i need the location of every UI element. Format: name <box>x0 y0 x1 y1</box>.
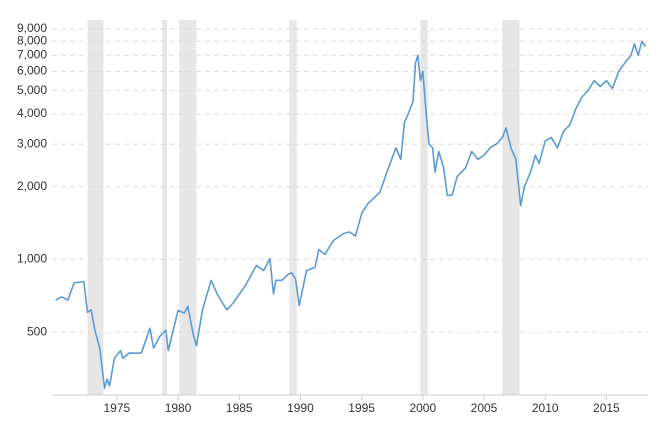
y-tick-label: 3,000 <box>17 136 47 150</box>
y-tick-label: 4,000 <box>17 106 47 120</box>
x-tick-label: 2015 <box>593 401 620 415</box>
y-tick-label: 5,000 <box>17 83 47 97</box>
x-tick-label: 1980 <box>165 401 192 415</box>
y-tick-label: 7,000 <box>17 47 47 61</box>
x-tick-label: 2010 <box>532 401 559 415</box>
y-tick-label: 8,000 <box>17 33 47 47</box>
recession-band <box>420 20 428 395</box>
x-tick-label: 1985 <box>226 401 253 415</box>
y-tick-label: 9,000 <box>17 21 47 35</box>
x-tick-label: 2000 <box>409 401 436 415</box>
recession-band <box>87 20 104 395</box>
y-tick-label: 1,000 <box>17 252 47 266</box>
y-tick-label: 500 <box>27 324 47 338</box>
x-tick-label: 1995 <box>348 401 375 415</box>
recession-band <box>179 20 197 395</box>
x-tick-label: 1975 <box>104 401 131 415</box>
series-line <box>55 40 647 390</box>
x-tick-label: 2005 <box>471 401 498 415</box>
recession-band <box>289 20 297 395</box>
y-tick-label: 2,000 <box>17 179 47 193</box>
recession-band <box>162 20 168 395</box>
y-tick-label: 6,000 <box>17 64 47 78</box>
x-tick-label: 1990 <box>287 401 314 415</box>
recession-band <box>502 20 520 395</box>
